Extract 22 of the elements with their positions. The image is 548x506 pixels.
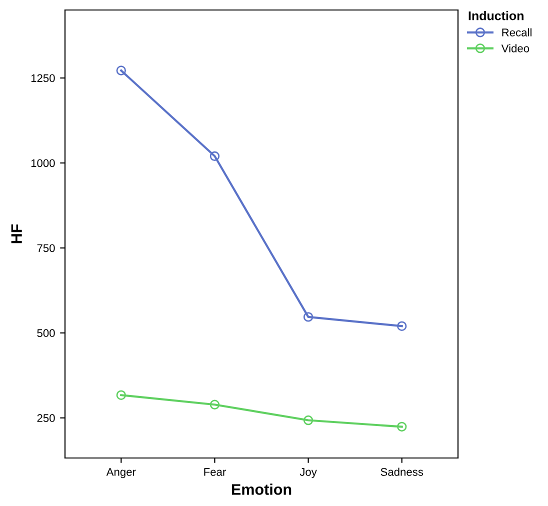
x-tick-label: Sadness	[380, 468, 424, 476]
point	[396, 321, 407, 331]
y-tick-label: 1000	[31, 159, 55, 168]
point	[303, 312, 314, 322]
x-tick-label: Anger	[106, 468, 136, 478]
x-axis-title: Emotion	[232, 484, 292, 495]
x-tick-label: Fear	[204, 468, 226, 476]
y-axis-title: HF	[11, 224, 22, 244]
y-tick-label: 250	[37, 414, 55, 422]
x-tick-label: Joy	[300, 468, 317, 478]
point	[303, 415, 314, 426]
legend-label: Recall	[502, 28, 532, 36]
point	[116, 66, 126, 76]
point	[396, 422, 407, 432]
point	[210, 151, 220, 162]
point	[116, 390, 126, 400]
legend-label: Video	[501, 44, 530, 52]
y-tick-label: 750	[37, 244, 55, 252]
y-tick-label: 500	[37, 329, 55, 338]
point	[210, 400, 220, 410]
y-tick-label: 1250	[31, 74, 55, 82]
legend-title: Induction	[468, 11, 524, 20]
